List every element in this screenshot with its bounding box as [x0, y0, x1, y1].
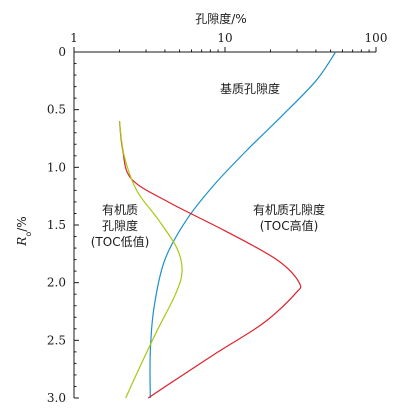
x-tick-label: 100 [365, 31, 388, 45]
series-line-matrix [149, 51, 337, 399]
annotation-organic-low: 孔隙度 [102, 218, 138, 233]
series-line-organic-high [118, 121, 302, 399]
annotation-matrix: 基质孔隙度 [220, 81, 280, 96]
axes: 1 10 100 0 0.5 1.0 1.5 2.0 2.5 3.0 [47, 31, 388, 405]
y-tick-label: 1.5 [47, 218, 66, 232]
y-axis-title: Ro/% [15, 216, 33, 246]
x-tick-label: 10 [217, 31, 232, 45]
y-tick-label: 0.5 [47, 103, 66, 117]
x-axis-title: 孔隙度/% [195, 11, 246, 26]
annotation-organic-high: 有机质孔隙度 [253, 202, 325, 217]
y-tick-label: 1.0 [47, 160, 66, 174]
y-tick-label: 3.0 [47, 391, 66, 405]
y-tick-label: 2.5 [47, 333, 66, 347]
x-tick-label: 1 [70, 31, 78, 45]
annotation-organic-high: (TOC高值) [260, 218, 319, 233]
series-layer [118, 51, 337, 399]
annotation-organic-low: 有机质 [102, 203, 138, 217]
y-axis-title-symbol: R [15, 237, 29, 247]
y-tick-label: 2.0 [47, 276, 66, 290]
y-axis-title-subscript: o [24, 232, 33, 237]
series-line-organic-low [118, 121, 183, 399]
svg-text:Ro/%: Ro/% [15, 216, 33, 246]
annotation-organic-low: (TOC低值) [91, 234, 150, 249]
y-axis-title-unit: /% [15, 216, 29, 231]
y-tick-label: 0 [58, 45, 66, 59]
